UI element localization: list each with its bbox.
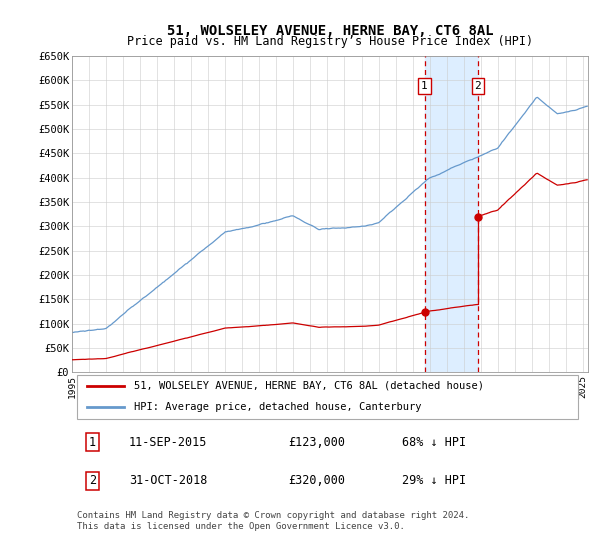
Text: 1: 1 <box>89 436 96 449</box>
Text: 31-OCT-2018: 31-OCT-2018 <box>129 474 207 487</box>
Text: 1: 1 <box>421 81 428 91</box>
FancyBboxPatch shape <box>77 375 578 419</box>
Bar <box>425 56 478 372</box>
Text: 2: 2 <box>89 474 96 487</box>
Text: 51, WOLSELEY AVENUE, HERNE BAY, CT6 8AL (detached house): 51, WOLSELEY AVENUE, HERNE BAY, CT6 8AL … <box>134 381 484 391</box>
Text: 2: 2 <box>475 81 481 91</box>
Text: Contains HM Land Registry data © Crown copyright and database right 2024.
This d: Contains HM Land Registry data © Crown c… <box>77 511 470 531</box>
Text: 68% ↓ HPI: 68% ↓ HPI <box>402 436 466 449</box>
Text: 51, WOLSELEY AVENUE, HERNE BAY, CT6 8AL: 51, WOLSELEY AVENUE, HERNE BAY, CT6 8AL <box>167 24 493 38</box>
Text: £320,000: £320,000 <box>289 474 346 487</box>
Text: Price paid vs. HM Land Registry’s House Price Index (HPI): Price paid vs. HM Land Registry’s House … <box>127 35 533 49</box>
Text: HPI: Average price, detached house, Canterbury: HPI: Average price, detached house, Cant… <box>134 403 421 412</box>
Text: 29% ↓ HPI: 29% ↓ HPI <box>402 474 466 487</box>
Text: 11-SEP-2015: 11-SEP-2015 <box>129 436 207 449</box>
Text: £123,000: £123,000 <box>289 436 346 449</box>
